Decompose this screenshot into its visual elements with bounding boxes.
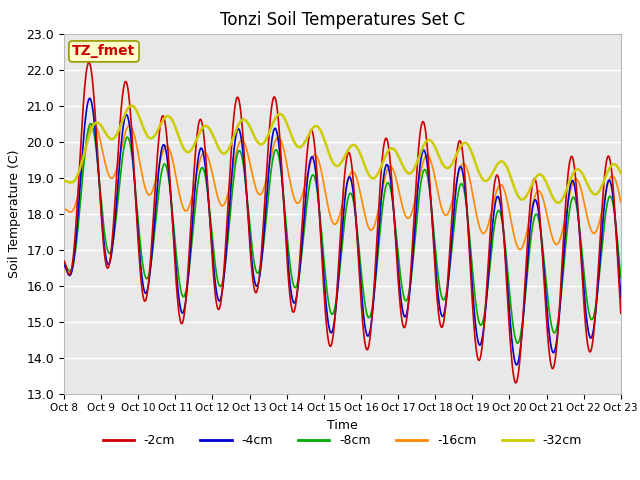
Title: Tonzi Soil Temperatures Set C: Tonzi Soil Temperatures Set C: [220, 11, 465, 29]
Text: TZ_fmet: TZ_fmet: [72, 44, 136, 59]
Legend: -2cm, -4cm, -8cm, -16cm, -32cm: -2cm, -4cm, -8cm, -16cm, -32cm: [97, 429, 588, 452]
Y-axis label: Soil Temperature (C): Soil Temperature (C): [8, 149, 21, 278]
X-axis label: Time: Time: [327, 419, 358, 432]
